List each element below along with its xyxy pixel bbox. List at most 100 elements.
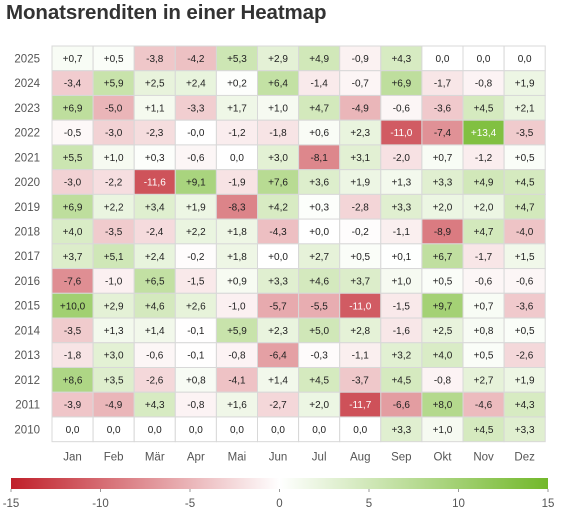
y-tick-label: 2021 bbox=[14, 152, 40, 164]
heatmap-cell bbox=[257, 144, 300, 171]
heatmap-cell bbox=[462, 243, 505, 270]
heatmap-cell bbox=[503, 144, 546, 171]
cell-value-label: 0,0 bbox=[230, 153, 244, 164]
cell-value-label: -2,4 bbox=[146, 227, 164, 238]
heatmap-cell bbox=[92, 169, 135, 195]
cell-value-label: -11,7 bbox=[349, 400, 371, 411]
heatmap-cell bbox=[51, 317, 94, 344]
cell-value-label: +0,0 bbox=[268, 252, 288, 263]
cell-value-label: -1,7 bbox=[434, 79, 452, 90]
heatmap-cell bbox=[215, 144, 258, 171]
cell-value-label: +1,0 bbox=[104, 153, 124, 164]
heatmap-cell bbox=[51, 366, 94, 393]
heatmap-cell bbox=[503, 416, 546, 443]
cell-value-label: -0,6 bbox=[475, 277, 493, 288]
heatmap-cell bbox=[92, 416, 135, 443]
heatmap-cell bbox=[215, 193, 258, 220]
cell-value-label: -0,5 bbox=[64, 128, 82, 139]
y-tick-label: 2020 bbox=[14, 177, 40, 189]
y-tick-label: 2011 bbox=[15, 400, 40, 412]
heatmap-cell bbox=[174, 416, 217, 443]
heatmap-cell bbox=[257, 317, 300, 344]
heatmap-cell bbox=[257, 70, 300, 96]
cell-value-label: +6,4 bbox=[268, 79, 288, 90]
heatmap-cell bbox=[339, 193, 382, 220]
heatmap-cell bbox=[380, 45, 423, 72]
heatmap-cell bbox=[51, 193, 94, 220]
heatmap-cell bbox=[503, 366, 546, 393]
y-tick-label: 2025 bbox=[14, 53, 40, 65]
heatmap-cell bbox=[298, 416, 341, 443]
x-tick-label: Dez bbox=[514, 452, 535, 464]
cell-value-label: +4,3 bbox=[391, 54, 411, 65]
heatmap-cell bbox=[133, 144, 176, 171]
heatmap-cell bbox=[503, 218, 546, 245]
cell-value-label: +0,3 bbox=[145, 153, 165, 164]
cell-value-label: -1,2 bbox=[475, 153, 493, 164]
cell-value-label: +6,5 bbox=[145, 277, 165, 288]
cell-value-label: -0,1 bbox=[187, 351, 205, 362]
heatmap-cell bbox=[503, 391, 546, 418]
heatmap-cell bbox=[462, 391, 505, 418]
heatmap-cell bbox=[51, 70, 94, 96]
heatmap-cell bbox=[51, 416, 94, 443]
heatmap-cell bbox=[133, 268, 176, 294]
legend-tick-label: 10 bbox=[452, 498, 465, 510]
cell-value-label: +1,7 bbox=[227, 103, 247, 114]
cell-value-label: -1,9 bbox=[228, 178, 246, 189]
cell-value-label: -0,6 bbox=[187, 153, 205, 164]
cell-value-label: +1,4 bbox=[145, 326, 165, 337]
cell-value-label: -4,2 bbox=[187, 54, 205, 65]
cell-value-label: +1,0 bbox=[433, 425, 453, 436]
cell-value-label: +4,3 bbox=[145, 400, 165, 411]
heatmap-cell bbox=[92, 243, 135, 270]
cell-value-label: 0,0 bbox=[148, 425, 162, 436]
heatmap-cell bbox=[462, 416, 505, 443]
y-tick-label: 2015 bbox=[14, 301, 40, 313]
cell-value-label: -3,5 bbox=[105, 227, 123, 238]
cell-value-label: -2,7 bbox=[269, 400, 287, 411]
cell-value-label: +1,3 bbox=[104, 326, 124, 337]
heatmap-cell bbox=[462, 45, 505, 72]
cell-value-label: -1,1 bbox=[393, 227, 411, 238]
cell-value-label: +3,3 bbox=[268, 277, 288, 288]
heatmap-cell bbox=[339, 342, 382, 368]
y-tick-label: 2024 bbox=[14, 78, 40, 90]
cell-value-label: -11,6 bbox=[144, 178, 166, 189]
heatmap-cell bbox=[92, 70, 135, 96]
legend-tick-label: 15 bbox=[542, 498, 555, 510]
cell-value-label: -8,3 bbox=[228, 202, 246, 213]
cell-value-label: -0,2 bbox=[352, 227, 370, 238]
heatmap-cell bbox=[298, 94, 341, 121]
cell-value-label: +1,9 bbox=[515, 79, 535, 90]
heatmap-cell bbox=[133, 70, 176, 96]
cell-value-label: +2,3 bbox=[268, 326, 288, 337]
cell-value-label: 0,0 bbox=[312, 425, 326, 436]
heatmap-cell bbox=[380, 169, 423, 195]
cell-value-label: +1,9 bbox=[350, 178, 370, 189]
heatmap-cell bbox=[257, 45, 300, 72]
cell-value-label: -1,2 bbox=[228, 128, 246, 139]
cell-value-label: -3,0 bbox=[105, 128, 123, 139]
heatmap-cell bbox=[339, 416, 382, 443]
heatmap-cell bbox=[339, 317, 382, 344]
heatmap-cell bbox=[92, 292, 135, 319]
x-tick-label: Jan bbox=[63, 452, 82, 464]
cell-value-label: +0,8 bbox=[474, 326, 494, 337]
heatmap-cell bbox=[339, 391, 382, 418]
cell-value-label: +0,8 bbox=[186, 375, 206, 386]
heatmap-cell bbox=[257, 342, 300, 368]
heatmap-cell bbox=[174, 342, 217, 368]
y-axis: 2025 2024 2023 2022 2021 2020 2019 2018 2017 2016… bbox=[14, 53, 40, 436]
heatmap-cell bbox=[133, 193, 176, 220]
heatmap-cell bbox=[174, 391, 217, 418]
heatmap-cell bbox=[133, 119, 176, 146]
cell-value-label: +0,5 bbox=[104, 54, 124, 65]
cell-value-label: +2,3 bbox=[350, 128, 370, 139]
cell-value-label: -0,2 bbox=[187, 252, 205, 263]
cell-value-label: +1,4 bbox=[268, 375, 288, 386]
heatmap-cell bbox=[421, 94, 464, 121]
cell-value-label: +5,9 bbox=[104, 79, 124, 90]
heatmap-cell bbox=[421, 218, 464, 245]
cell-value-label: +1,0 bbox=[391, 277, 411, 288]
